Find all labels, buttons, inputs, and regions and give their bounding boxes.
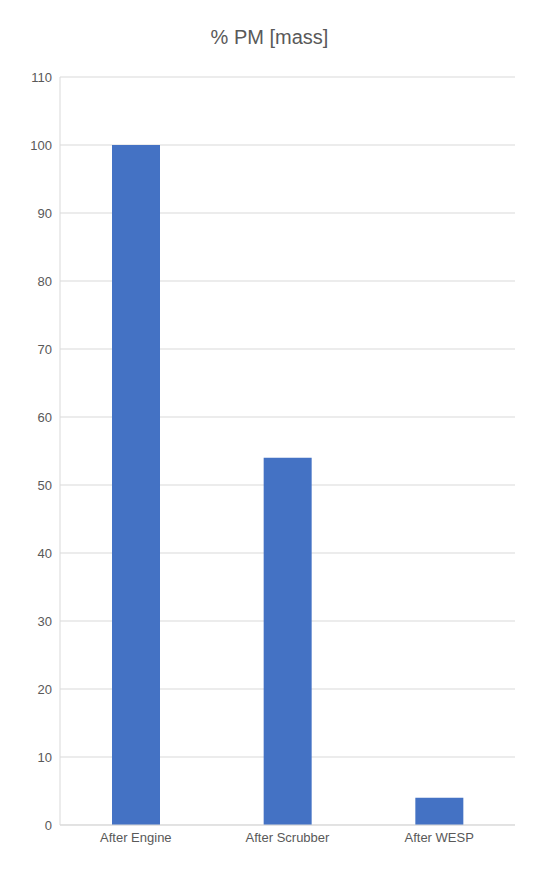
svg-text:After Scrubber: After Scrubber (246, 830, 330, 845)
svg-text:0: 0 (45, 818, 52, 833)
svg-text:40: 40 (38, 546, 52, 561)
svg-text:20: 20 (38, 682, 52, 697)
svg-text:After WESP: After WESP (404, 830, 473, 845)
svg-text:110: 110 (31, 70, 52, 85)
svg-text:100: 100 (30, 138, 52, 153)
svg-text:After Engine: After Engine (100, 830, 172, 845)
svg-text:90: 90 (38, 206, 52, 221)
svg-text:60: 60 (38, 410, 52, 425)
svg-text:80: 80 (38, 274, 52, 289)
svg-text:70: 70 (38, 342, 52, 357)
svg-text:10: 10 (38, 750, 52, 765)
svg-text:30: 30 (38, 614, 52, 629)
svg-text:50: 50 (38, 478, 52, 493)
html-text:% PM [mass]: % PM [mass] (210, 26, 329, 48)
